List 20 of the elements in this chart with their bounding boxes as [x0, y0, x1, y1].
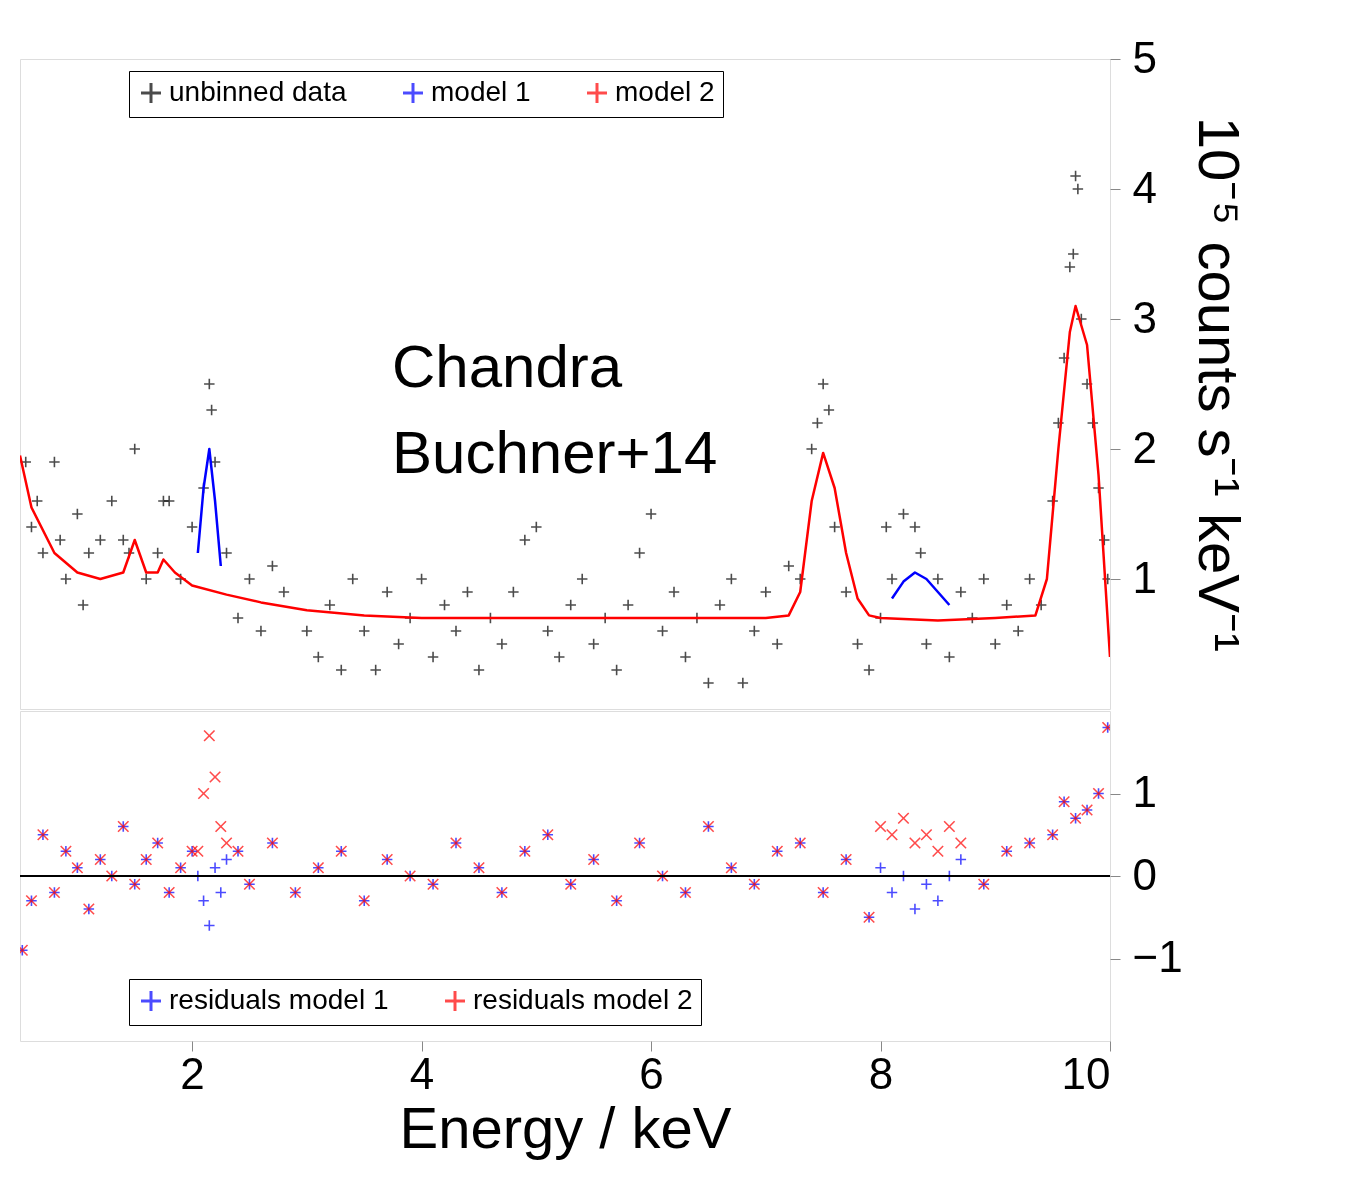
y-tick-label: 5	[1132, 32, 1157, 82]
annotation: Buchner+14	[392, 419, 718, 486]
x-tick-label: 10	[1061, 1048, 1111, 1098]
legend-label: residuals model 2	[473, 984, 693, 1015]
y-axis-title: 10⁻⁵ counts s⁻¹ keV⁻¹	[1186, 116, 1252, 653]
legend-label: model 1	[431, 76, 531, 107]
y-tick-label: 0	[1132, 849, 1157, 899]
y-tick-label: 1	[1132, 552, 1157, 602]
y-tick-label: 4	[1132, 162, 1157, 212]
legend-label: unbinned data	[169, 76, 347, 107]
x-tick-label: 2	[180, 1048, 205, 1098]
y-tick-label: 3	[1132, 292, 1157, 342]
y-tick-label: 1	[1132, 767, 1157, 816]
y-tick-label: −1	[1132, 932, 1183, 981]
annotation: Chandra	[392, 333, 623, 400]
line-series	[20, 304, 1110, 659]
legend-label: residuals model 1	[169, 984, 389, 1015]
legend-label: model 2	[615, 76, 715, 107]
y-tick-label: 2	[1132, 422, 1157, 472]
x-tick-label: 8	[868, 1048, 894, 1098]
